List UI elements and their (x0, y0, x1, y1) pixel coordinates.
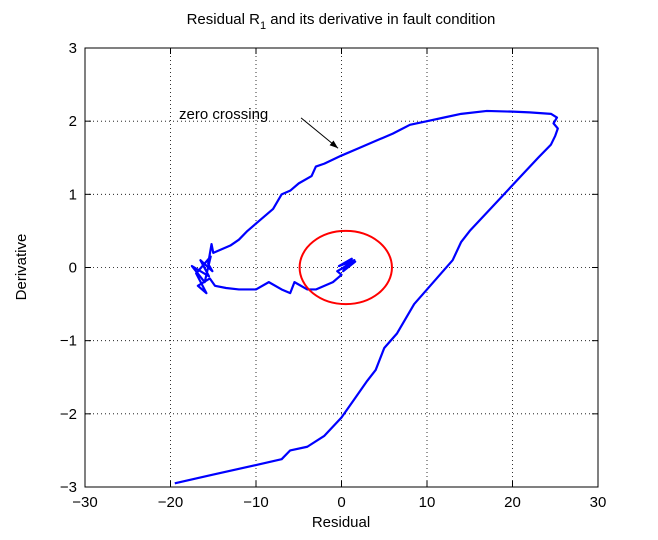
y-tick-label: 0 (69, 260, 77, 277)
y-tick-label: −1 (60, 333, 77, 350)
x-tick-label: 0 (337, 494, 345, 511)
x-tick-label: 20 (504, 494, 521, 511)
y-tick-label: −3 (60, 479, 77, 496)
y-tick-label: 2 (69, 113, 77, 130)
x-tick-label: −10 (243, 494, 268, 511)
x-axis-label: Residual (312, 514, 370, 531)
annotation-text: zero crossing (179, 106, 268, 123)
y-tick-label: −2 (60, 406, 77, 423)
y-tick-label: 1 (69, 186, 77, 203)
trajectory (174, 109, 559, 485)
arrow-head (329, 140, 339, 149)
x-tick-label: −20 (158, 494, 183, 511)
y-tick-label: 3 (69, 40, 77, 57)
x-tick-label: 10 (419, 494, 436, 511)
highlight-circle (298, 229, 393, 306)
y-axis-label: Derivative (13, 234, 30, 301)
plot-frame (84, 47, 599, 488)
chart-title: Residual R1 and its derivative in fault … (187, 11, 496, 32)
x-tick-label: −30 (72, 494, 97, 511)
x-tick-label: 30 (590, 494, 607, 511)
